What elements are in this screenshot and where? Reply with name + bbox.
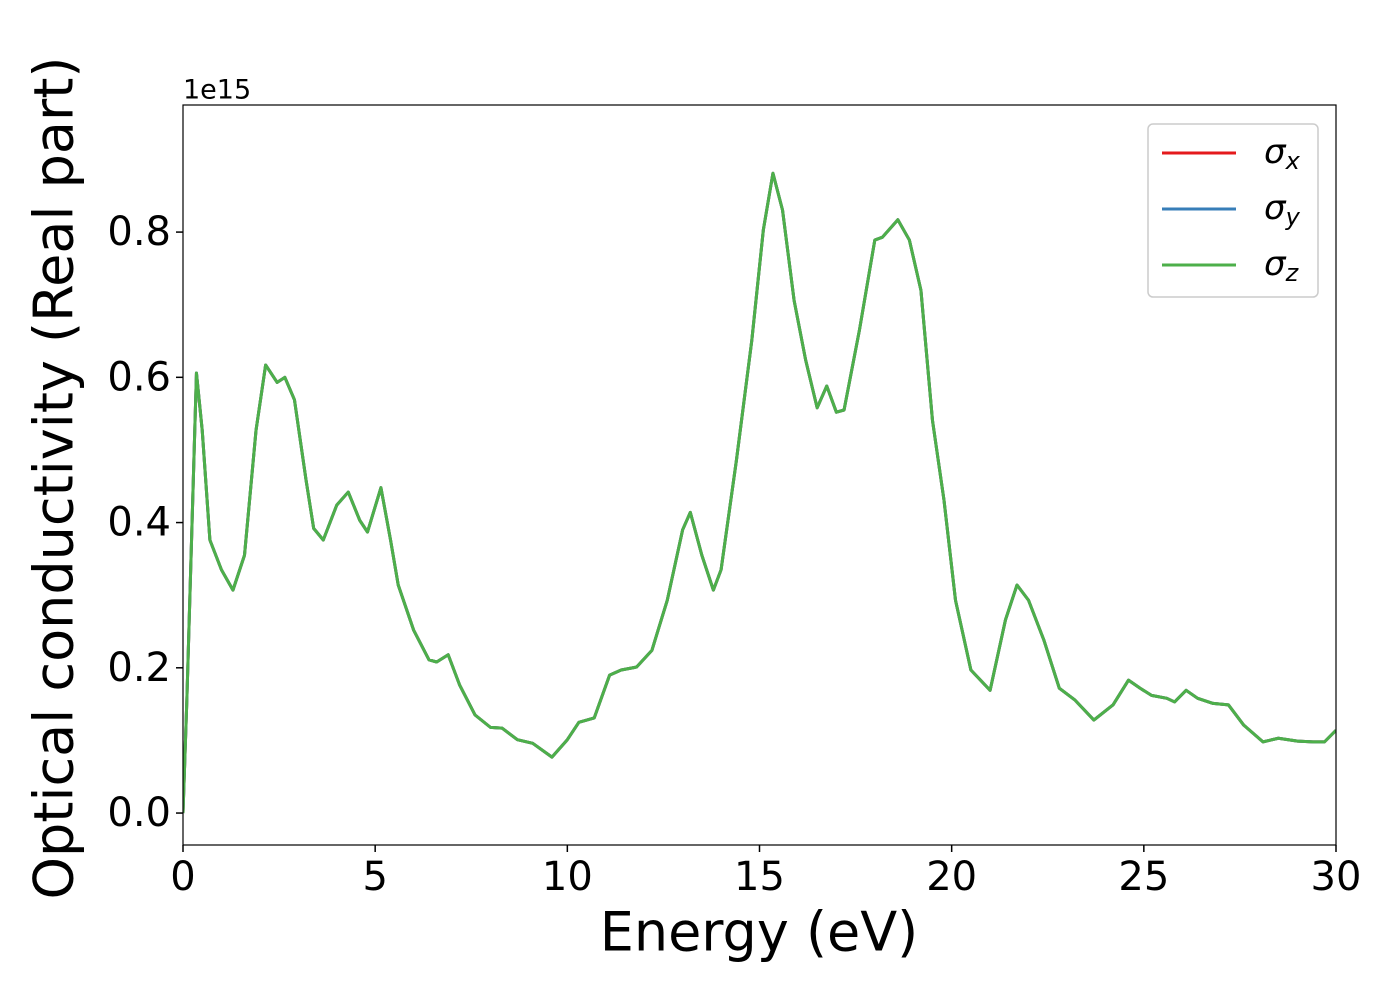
y-axis-label: Optical conductivity (Real part) (23, 57, 86, 900)
data-line (183, 171, 1336, 814)
y-offset-label: 1e15 (183, 75, 251, 106)
y-tick-label: 0.2 (107, 645, 171, 691)
plot-frame (182, 104, 1337, 846)
legend-label: σz (1264, 244, 1300, 288)
y-tick-label: 0.0 (107, 790, 171, 836)
x-tick-label: 30 (1311, 854, 1362, 900)
x-tick-label: 0 (170, 854, 195, 900)
x-tick-label: 15 (734, 854, 785, 900)
y-tick-label: 0.4 (107, 500, 171, 546)
x-tick-label: 10 (542, 854, 593, 900)
y-tick-label: 0.8 (107, 209, 171, 255)
legend-label: σx (1264, 132, 1301, 176)
x-tick-label: 20 (926, 854, 977, 900)
y-tick-label: 0.6 (107, 354, 171, 400)
legend-label: σy (1264, 188, 1301, 232)
x-axis-label: Energy (eV) (600, 901, 919, 964)
x-tick-label: 5 (362, 854, 387, 900)
x-tick-label: 25 (1118, 854, 1169, 900)
